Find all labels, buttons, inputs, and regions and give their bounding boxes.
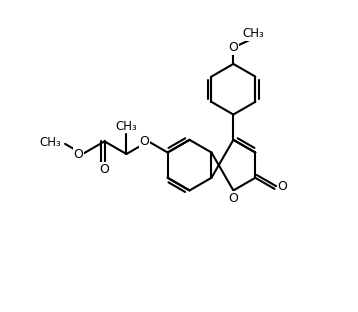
Text: O: O (277, 180, 287, 193)
Text: CH₃: CH₃ (40, 136, 62, 149)
Text: CH₃: CH₃ (242, 27, 264, 40)
Text: CH₃: CH₃ (116, 119, 137, 133)
Text: O: O (228, 192, 238, 205)
Text: O: O (228, 41, 238, 54)
Text: O: O (139, 135, 149, 148)
Text: O: O (100, 163, 110, 176)
Text: O: O (73, 148, 83, 160)
